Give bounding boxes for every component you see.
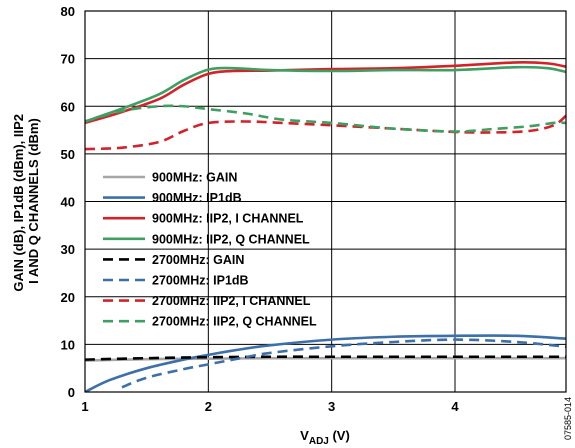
x-axis-label-main: V xyxy=(300,428,309,443)
legend-label-900mhz-iip2-i-channel: 900MHz: IIP2, I CHANNEL xyxy=(152,212,304,226)
figure-id: 07585-014 xyxy=(563,397,573,440)
series-line-2700mhz-iip2-i-channel xyxy=(85,114,566,151)
series-line-900mhz-ip1db xyxy=(85,334,566,392)
y-tick-label-70: 70 xyxy=(61,52,75,67)
legend: 900MHz: GAIN 900MHz: IP1dB 900MHz: IIP2, I… xyxy=(103,171,317,329)
x-tick-label-2: 2 xyxy=(205,399,212,414)
y-tick-label-10: 10 xyxy=(61,337,75,352)
y-tick-labels: 0 10 20 30 40 50 60 70 80 xyxy=(61,4,75,400)
legend-label-2700mhz-iip2-q-channel: 2700MHz: IIP2, Q CHANNEL xyxy=(152,315,317,329)
x-axis-label-unit: (V) xyxy=(329,428,350,443)
legend-label-2700mhz-gain: 2700MHz: GAIN xyxy=(152,253,244,267)
y-tick-label-30: 30 xyxy=(61,242,75,257)
y-axis-label: GAIN (dB), IP1dB (dBm), IIP2 I AND Q CHA… xyxy=(11,110,41,291)
y-tick-label-50: 50 xyxy=(61,147,75,162)
x-axis-label-subscript: ADJ xyxy=(309,436,329,447)
legend-label-900mhz-ip1db: 900MHz: IP1dB xyxy=(152,191,242,205)
x-tick-label-3: 3 xyxy=(328,399,335,414)
y-axis-label-line-1: GAIN (dB), IP1dB (dBm), IIP2 xyxy=(11,114,26,292)
y-tick-label-20: 20 xyxy=(61,290,75,305)
series-line-2700mhz-gain xyxy=(85,355,566,361)
y-tick-label-60: 60 xyxy=(61,99,75,114)
y-axis-label-line-2: I AND Q CHANNELS (dBm) xyxy=(26,118,41,284)
y-tick-label-80: 80 xyxy=(61,4,75,19)
y-tick-label-0: 0 xyxy=(68,385,75,400)
series-line-900mhz-iip2-q-channel xyxy=(85,65,566,123)
series-line-900mhz-gain xyxy=(85,356,566,362)
x-tick-label-1: 1 xyxy=(81,399,88,414)
x-tick-labels: 1 2 3 4 xyxy=(81,399,459,414)
legend-label-900mhz-gain: 900MHz: GAIN xyxy=(152,171,237,185)
legend-label-2700mhz-iip2-i-channel: 2700MHz: IIP2, I CHANNEL xyxy=(152,294,311,308)
legend-label-2700mhz-ip1db: 2700MHz: IP1dB xyxy=(152,274,249,288)
legend-label-900mhz-iip2-q-channel: 900MHz: IIP2, Q CHANNEL xyxy=(152,232,310,246)
series-lines xyxy=(85,61,566,392)
series-line-2700mhz-ip1db xyxy=(121,338,566,389)
y-tick-label-40: 40 xyxy=(61,195,75,210)
x-tick-label-4: 4 xyxy=(451,399,459,414)
x-axis-label: VADJ (V) xyxy=(300,428,350,447)
plot-frame xyxy=(84,10,567,393)
